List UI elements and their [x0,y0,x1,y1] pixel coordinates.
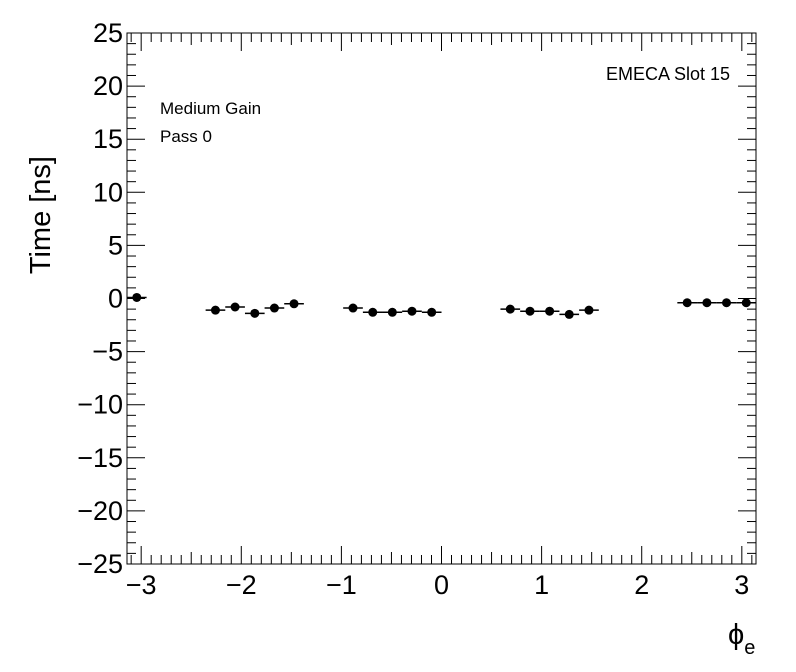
data-point [564,309,574,319]
data-point [505,304,515,314]
y-tick-label: −20 [77,496,123,526]
x-axis-title-main: ϕ [728,619,744,651]
data-point [584,305,594,315]
data-point [230,302,240,312]
data-point [407,306,417,316]
y-tick-label: −25 [77,549,123,579]
y-tick-label: −15 [77,443,123,473]
x-tick-label: 3 [734,570,749,600]
data-point [525,306,535,316]
data-point [269,303,279,313]
data-point [289,299,299,309]
x-tick-label: 1 [534,570,549,600]
x-tick-label: 0 [434,570,449,600]
x-tick-label: −1 [326,570,357,600]
gain-label: Medium Gain [160,99,261,118]
data-point [741,298,751,308]
data-point [387,307,397,317]
data-point [210,305,220,315]
y-tick-label: −5 [92,337,123,367]
y-tick-label: 25 [93,18,123,48]
pass-label: Pass 0 [160,127,212,146]
y-tick-label: 10 [93,177,123,207]
data-point [250,308,260,318]
data-points [127,292,756,319]
x-tick-label: 2 [634,570,649,600]
data-point [132,292,142,302]
slot-label: EMECA Slot 15 [606,64,730,84]
data-point [368,307,378,317]
y-tick-label: 0 [108,284,123,314]
y-tick-label: 15 [93,124,123,154]
y-tick-label: 5 [108,230,123,260]
data-point [348,303,358,313]
x-tick-label: −3 [126,570,157,600]
data-point [545,306,555,316]
y-tick-label: −10 [77,390,123,420]
x-axis-title-sub: e [744,637,755,659]
data-point [722,298,732,308]
y-tick-label: 20 [93,71,123,101]
data-point [682,298,692,308]
x-axis-title: ϕe [728,619,755,659]
y-axis-title: Time [ns] [25,156,57,274]
data-point [427,307,437,317]
x-tick-label: −2 [226,570,257,600]
data-point [702,298,712,308]
